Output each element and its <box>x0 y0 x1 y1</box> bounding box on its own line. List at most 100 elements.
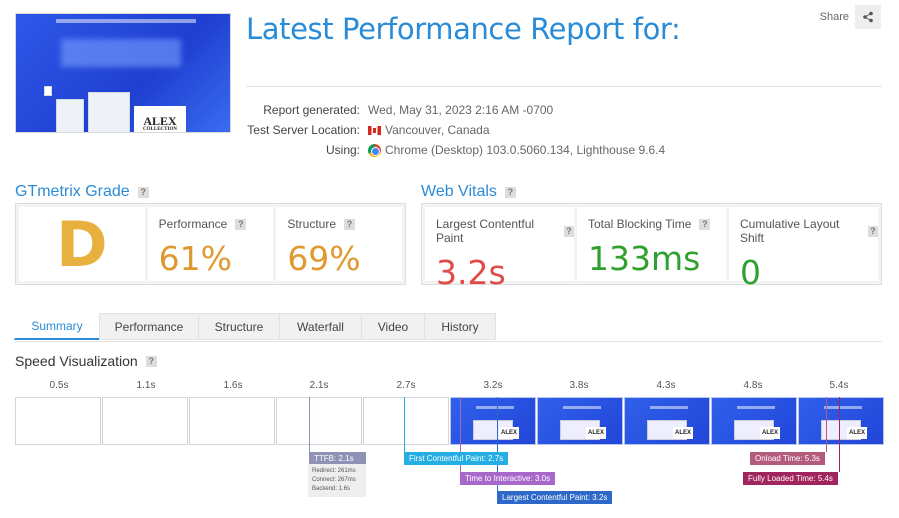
grade-box: D Performance? 61% Structure? 69% <box>15 203 406 285</box>
ttfb-connect: Connect: 267ms <box>312 477 356 483</box>
meta-row-generated: Report generated: Wed, May 31, 2023 2:16… <box>246 100 665 120</box>
vitals-section-title: Web Vitals ? <box>421 183 516 201</box>
performance-value: 61% <box>158 239 232 278</box>
ttfb-breakdown: Redirect: 261ms Connect: 267ms Backend: … <box>308 464 366 497</box>
filmstrip-frame[interactable] <box>102 397 188 445</box>
thumbnail-logo-sub: COLLECTION <box>143 127 177 132</box>
ttfb-redirect: Redirect: 261ms <box>312 468 356 474</box>
fully-loaded-tag: Fully Loaded Time: 5.4s <box>743 472 838 485</box>
speed-ticks: 0.5s 1.1s 1.6s 2.1s 2.7s 3.2s 3.8s 4.3s … <box>15 380 882 392</box>
filmstrip-frame[interactable] <box>15 397 101 445</box>
vitals-box: Largest Contentful Paint? 3.2s Total Blo… <box>421 203 882 292</box>
tab-summary[interactable]: Summary <box>14 313 100 340</box>
meta-row-using: Using: Chrome (Desktop) 103.0.5060.134, … <box>246 140 665 160</box>
help-icon[interactable]: ? <box>867 225 878 237</box>
onload-tag: Onload Time: 5.3s <box>750 452 825 465</box>
grade-letter: D <box>19 207 145 281</box>
filmstrip-frame[interactable]: ALEX <box>624 397 710 445</box>
help-icon[interactable]: ? <box>699 218 711 230</box>
tick-label: 2.1s <box>309 380 329 391</box>
page-screenshot-thumbnail[interactable]: ALEX COLLECTION <box>15 13 231 133</box>
frame-logo: ALEX <box>499 427 519 439</box>
thumbnail-logo-text: ALEX COLLECTION <box>134 106 186 132</box>
speed-title: Speed Visualization <box>15 353 138 369</box>
tick-label: 2.7s <box>396 380 416 391</box>
onload-line <box>826 397 827 452</box>
cls-label: Cumulative Layout Shift <box>740 217 840 245</box>
frame-logo: ALEX <box>673 427 693 439</box>
tbt-value: 133ms <box>588 239 701 278</box>
ttfb-line <box>309 397 310 452</box>
tick-label: 4.3s <box>656 380 676 391</box>
cls-value: 0 <box>740 253 761 292</box>
frame-logo: ALEX <box>586 427 606 439</box>
tabs-divider <box>15 341 882 342</box>
filmstrip: ALEX ALEX ALEX ALEX ALEX <box>15 397 884 445</box>
filmstrip-frame[interactable]: ALEX <box>798 397 884 445</box>
meta-key: Report generated: <box>263 103 360 117</box>
help-icon[interactable]: ? <box>504 186 516 198</box>
help-icon[interactable]: ? <box>235 218 247 230</box>
tab-history[interactable]: History <box>424 313 496 340</box>
tab-waterfall[interactable]: Waterfall <box>279 313 362 340</box>
thumbnail-blurred-heading <box>61 39 181 67</box>
lcp-tag: Largest Contentful Paint: 3.2s <box>497 491 613 504</box>
meta-value: Vancouver, Canada <box>385 123 490 137</box>
meta-key: Using: <box>325 143 360 157</box>
tab-performance[interactable]: Performance <box>99 313 199 340</box>
page-title: Latest Performance Report for: <box>246 12 681 46</box>
frame-logo: ALEX <box>847 427 867 439</box>
help-icon[interactable]: ? <box>563 225 574 237</box>
speed-viz-title: Speed Visualization ? <box>15 353 157 369</box>
tick-label: 3.8s <box>569 380 589 391</box>
lcp-metric: Largest Contentful Paint? 3.2s <box>425 207 574 292</box>
share-label: Share <box>819 11 849 23</box>
help-icon[interactable]: ? <box>145 355 157 367</box>
share-control[interactable]: Share <box>820 5 881 29</box>
structure-metric: Structure? 69% <box>276 207 402 281</box>
performance-metric: Performance? 61% <box>147 207 274 281</box>
share-button[interactable] <box>855 5 881 29</box>
frame-logo: ALEX <box>760 427 780 439</box>
meta-value: Chrome (Desktop) 103.0.5060.134, Lightho… <box>385 143 666 157</box>
vitals-title: Web Vitals <box>421 183 497 200</box>
lcp-label: Largest Contentful Paint <box>436 217 535 245</box>
structure-label: Structure <box>287 217 336 231</box>
report-meta: Report generated: Wed, May 31, 2023 2:16… <box>246 100 665 160</box>
lcp-value: 3.2s <box>436 253 506 292</box>
grade-title: GTmetrix Grade <box>15 183 130 200</box>
tab-video[interactable]: Video <box>361 313 425 340</box>
meta-value: Wed, May 31, 2023 2:16 AM -0700 <box>368 103 554 117</box>
canada-flag-icon <box>368 125 381 135</box>
filmstrip-frame[interactable]: ALEX <box>537 397 623 445</box>
tick-label: 0.5s <box>49 380 69 391</box>
cls-metric: Cumulative Layout Shift? 0 <box>729 207 878 292</box>
thumbnail-card <box>56 99 84 132</box>
tick-label: 3.2s <box>483 380 503 391</box>
ttfb-backend: Backend: 1.6s <box>312 486 351 492</box>
tick-label: 1.1s <box>136 380 156 391</box>
filmstrip-frame[interactable] <box>189 397 275 445</box>
filmstrip-frame[interactable]: ALEX <box>711 397 797 445</box>
structure-value: 69% <box>287 239 361 278</box>
filmstrip-frame[interactable] <box>276 397 362 445</box>
thumbnail-nav <box>56 19 196 23</box>
fully-loaded-line <box>839 397 840 472</box>
meta-key: Test Server Location: <box>247 123 360 137</box>
tick-label: 4.8s <box>743 380 763 391</box>
tti-tag: Time to Interactive: 3.0s <box>460 472 556 485</box>
tick-label: 5.4s <box>829 380 849 391</box>
tab-structure[interactable]: Structure <box>198 313 280 340</box>
thumbnail-card <box>88 92 130 132</box>
chrome-icon <box>368 143 381 157</box>
ttfb-tag: TTFB: 2.1s <box>309 452 366 465</box>
filmstrip-frame[interactable] <box>363 397 449 445</box>
thumbnail-card <box>44 86 52 96</box>
tbt-label: Total Blocking Time <box>588 217 692 231</box>
share-icon <box>863 11 873 23</box>
filmstrip-frame[interactable]: ALEX <box>450 397 536 445</box>
grade-section-title: GTmetrix Grade ? <box>15 183 149 201</box>
help-icon[interactable]: ? <box>344 218 355 230</box>
help-icon[interactable]: ? <box>137 186 149 198</box>
